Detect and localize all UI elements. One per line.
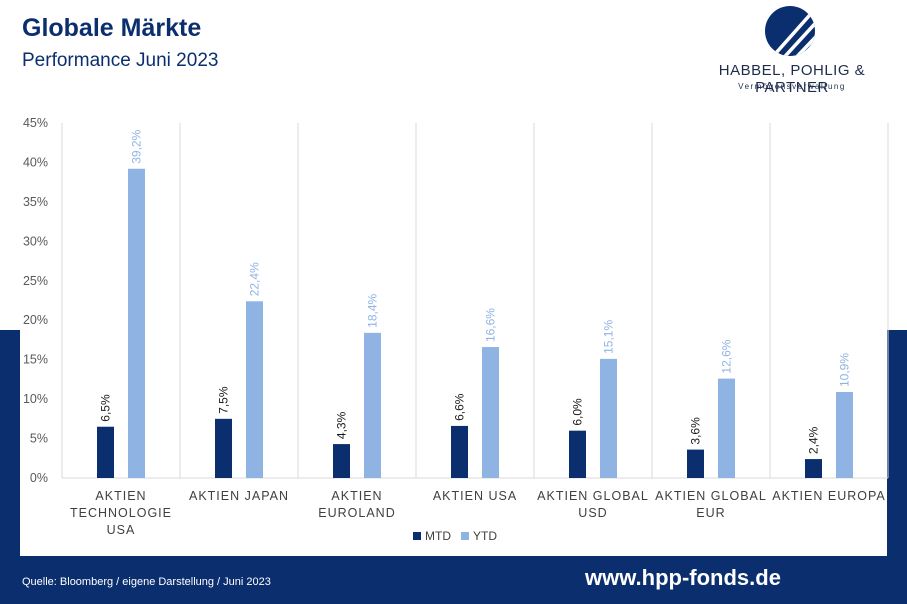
category-label: AKTIEN GLOBAL: [655, 489, 767, 503]
logo-company-name: HABBEL, POHLIG & PARTNER: [718, 62, 866, 96]
company-logo: HABBEL, POHLIG & PARTNER Vermögensverwal…: [688, 4, 896, 96]
data-label-ytd: 18,4%: [366, 293, 380, 327]
data-label-mtd: 3,6%: [689, 417, 703, 445]
data-label-ytd: 39,2%: [130, 129, 144, 163]
bar-ytd: [482, 347, 499, 478]
page-subtitle: Performance Juni 2023: [22, 50, 219, 71]
data-label-mtd: 4,3%: [335, 411, 349, 439]
category-label: EUROLAND: [318, 506, 395, 520]
y-tick-label: 0%: [30, 471, 48, 485]
page-title: Globale Märkte: [22, 14, 202, 42]
category-label: USA: [107, 523, 136, 537]
footer-bar: [0, 556, 907, 604]
logo-emblem-icon: [765, 6, 815, 56]
logo-tagline: Vermögensverwaltung: [738, 82, 846, 91]
left-accent-band: [0, 330, 20, 604]
bar-ytd: [718, 378, 735, 478]
y-tick-label: 10%: [23, 392, 48, 406]
bar-mtd: [805, 459, 822, 478]
data-label-mtd: 7,5%: [217, 386, 231, 414]
website-link[interactable]: www.hpp-fonds.de: [585, 565, 781, 590]
legend-item-ytd: YTD: [461, 529, 497, 543]
category-label: TECHNOLOGIE: [70, 506, 172, 520]
data-label-ytd: 15,1%: [602, 320, 616, 354]
data-label-ytd: 16,6%: [484, 308, 498, 342]
data-label-mtd: 6,6%: [453, 393, 467, 421]
bar-ytd: [600, 358, 617, 478]
category-label: AKTIEN: [95, 489, 146, 503]
bar-ytd: [836, 392, 853, 478]
y-tick-label: 35%: [23, 195, 48, 209]
category-label: AKTIEN EUROPA: [772, 489, 885, 503]
data-label-mtd: 6,0%: [571, 398, 585, 426]
data-label-ytd: 22,4%: [248, 262, 262, 296]
bar-mtd: [333, 444, 350, 478]
bar-mtd: [215, 418, 232, 478]
y-tick-label: 25%: [23, 274, 48, 288]
source-note: Quelle: Bloomberg / eigene Darstellung /…: [22, 576, 271, 588]
y-tick-label: 20%: [23, 313, 48, 327]
bar-ytd: [246, 301, 263, 478]
category-label: USD: [578, 506, 607, 520]
bar-ytd: [364, 332, 381, 478]
bar-ytd: [128, 168, 145, 478]
legend-swatch-ytd: [461, 532, 469, 540]
data-label-mtd: 2,4%: [807, 426, 821, 454]
performance-bar-chart: 0% 5% 10% 15% 20% 25% 30% 35% 40% 45% 6,5% 39,2% AKT…: [23, 116, 889, 537]
bar-mtd: [687, 449, 704, 478]
category-label: AKTIEN USA: [433, 489, 517, 503]
category-label: AKTIEN: [331, 489, 382, 503]
legend-label-ytd: YTD: [473, 529, 497, 543]
category-label: AKTIEN JAPAN: [189, 489, 289, 503]
right-accent-band: [887, 330, 907, 604]
y-tick-label: 45%: [23, 116, 48, 130]
category-label: AKTIEN GLOBAL: [537, 489, 649, 503]
data-label-ytd: 12,6%: [720, 339, 734, 373]
category-label: EUR: [696, 506, 725, 520]
data-label-ytd: 10,9%: [838, 353, 852, 387]
legend-label-mtd: MTD: [425, 529, 451, 543]
legend-item-mtd: MTD: [413, 529, 451, 543]
bar-mtd: [451, 425, 468, 478]
y-tick-label: 15%: [23, 353, 48, 367]
bar-mtd: [569, 430, 586, 478]
y-tick-label: 40%: [23, 155, 48, 169]
y-tick-label: 5%: [30, 432, 48, 446]
bar-mtd: [97, 426, 114, 478]
y-tick-label: 30%: [23, 234, 48, 248]
chart-legend: MTD YTD: [413, 529, 497, 543]
legend-swatch-mtd: [413, 532, 421, 540]
data-label-mtd: 6,5%: [99, 394, 113, 422]
